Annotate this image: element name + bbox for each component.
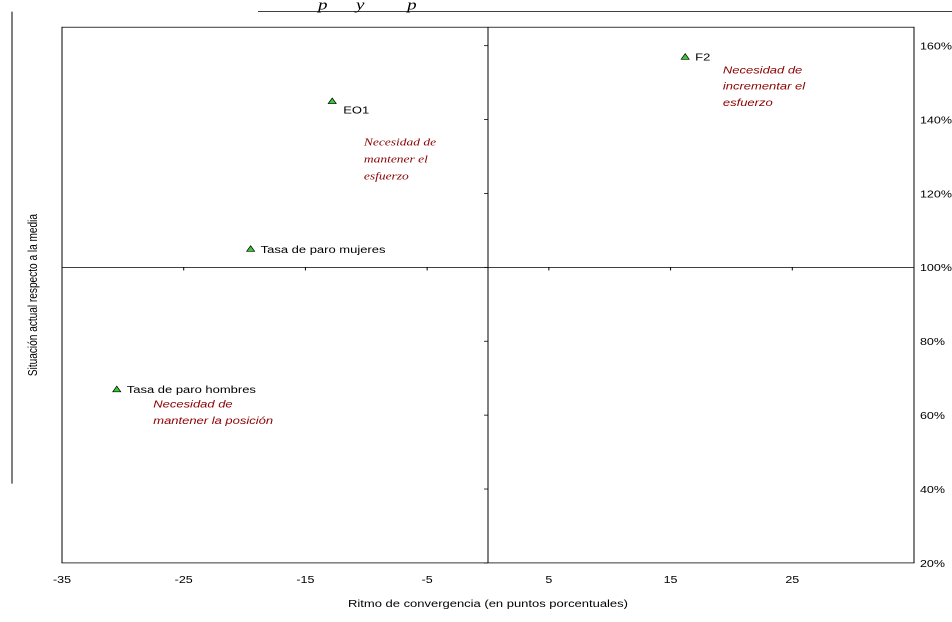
y-tick-label: 140% (920, 116, 952, 126)
data-point-marker (112, 385, 122, 393)
y-tick-label: 60% (920, 411, 945, 421)
y-tick-label: 120% (920, 190, 952, 200)
y-tick-label: 80% (920, 337, 945, 347)
annotation-line: Necesidad de (363, 136, 437, 148)
data-point-label: Tasa de paro mujeres (261, 244, 386, 255)
y-tick-label: 40% (920, 485, 945, 495)
data-point-marker (327, 97, 337, 104)
chart-header-fragment: p y p (317, 0, 417, 13)
data-point-label: Tasa de paro hombres (127, 384, 256, 395)
x-tick-label: 15 (664, 575, 678, 585)
data-point-marker (245, 245, 256, 252)
quadrant-annotation: Necesidad de mantener la posición (153, 399, 273, 427)
annotation-line: Necesidad de (153, 399, 233, 410)
y-tick-label: 100% (920, 263, 952, 273)
x-tick-label: -5 (422, 575, 433, 585)
x-tick-label: -15 (296, 575, 314, 585)
marks-layer: EO1 Tasa de paro mujeres Tasa de paro homb… (112, 52, 710, 396)
annotation-line: mantener el (364, 153, 429, 165)
quadrant-annotation: Necesidad de mantener el esfuerzo (363, 136, 437, 182)
data-point-marker (680, 53, 690, 60)
x-tick-label: 5 (545, 575, 552, 585)
annotation-line: mantener la posición (153, 415, 273, 426)
quadrant-annotation: Necesidad de incrementar el esfuerzo (723, 65, 806, 109)
annotation-line: incrementar el (723, 81, 806, 92)
x-tick-label: -35 (53, 575, 71, 585)
ticks-layer: -35 -25 -15 -5 5 15 25 20% 40% 60% 80% 100% 120% 140%… (53, 42, 952, 586)
x-tick-label: 25 (785, 575, 799, 585)
axes-layer (62, 27, 914, 563)
annotations-layer: Necesidad de mantener el esfuerzoNecesidad… (153, 65, 805, 427)
annotation-line: esfuerzo (364, 170, 409, 182)
y-tick-label: 160% (920, 42, 952, 52)
y-axis-title: Situación actual respecto a la media (26, 214, 41, 377)
annotation-line: esfuerzo (723, 97, 773, 108)
annotation-line: Necesidad de (723, 65, 803, 76)
data-point-label: EO1 (343, 105, 369, 116)
data-point-label: F2 (695, 52, 710, 63)
x-tick-label: -25 (175, 575, 193, 585)
y-tick-label: 20% (920, 559, 945, 569)
x-axis-title: Ritmo de convergencia (en puntos porcent… (348, 599, 628, 610)
